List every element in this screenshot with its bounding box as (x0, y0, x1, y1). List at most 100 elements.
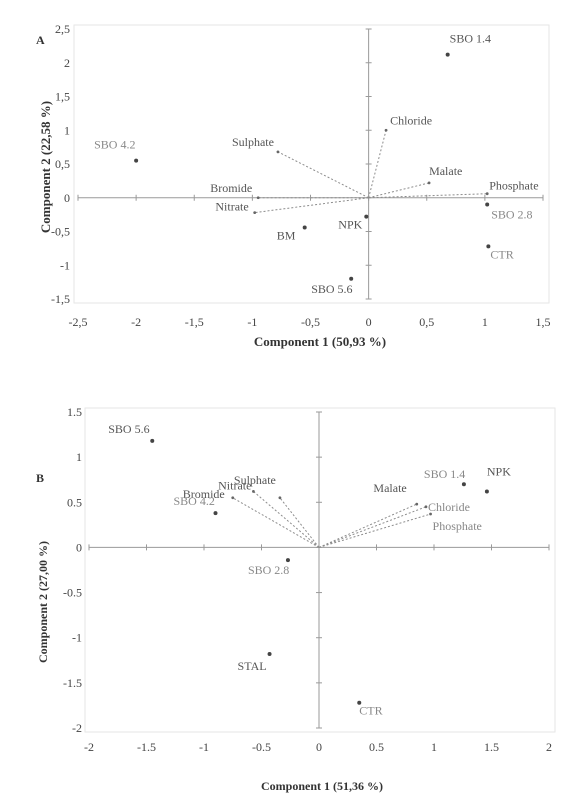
point-label-ctr-b: CTR (359, 704, 382, 718)
vector-phosphate-a (368, 193, 488, 199)
vector-tip-nitrate-a (253, 211, 257, 215)
point-sbo-1-4-b (461, 482, 466, 487)
y-tick-label-b: 1.5 (67, 405, 82, 419)
x-tick-label-a: -0,5 (301, 315, 320, 329)
point-sbo-4-2-b (213, 511, 218, 516)
vector-phosphate-b (318, 513, 431, 548)
x-tick-label-a: -1,5 (185, 315, 204, 329)
vector-tip-phosphate-b (429, 512, 432, 516)
vector-label-bromide-a: Bromide (210, 181, 252, 195)
vector-label-malate-a: Malate (429, 164, 462, 178)
x-tick-label-b: 0 (316, 740, 322, 754)
vector-tip-chloride-a (384, 128, 388, 132)
x-tick-label-b: 1 (431, 740, 437, 754)
x-tick-label-a: 1,5 (536, 315, 551, 329)
vector-tip-sulphate-b (278, 496, 282, 500)
vector-sulphate-b (279, 497, 320, 548)
point-label-sbo-4-2-a: SBO 4.2 (94, 138, 135, 152)
x-tick-label-a: 0 (366, 315, 372, 329)
x-tick-label-b: 1.5 (484, 740, 499, 754)
x-tick-label-b: -1.5 (137, 740, 156, 754)
point-npk-a (364, 214, 369, 219)
y-tick-label-b: 1 (76, 450, 82, 464)
point-sbo-4-2-a (134, 158, 139, 163)
x-axis-title-b: Component 1 (51,36 %) (261, 779, 383, 793)
vector-tip-bromide-a (256, 196, 260, 200)
y-tick-label-a: 2,5 (55, 22, 70, 36)
vector-sulphate-a (277, 151, 369, 199)
x-tick-label-a: 1 (482, 315, 488, 329)
y-tick-label-a: 0,5 (55, 157, 70, 171)
vector-tip-phosphate-a (485, 192, 489, 196)
y-tick-label-a: 0 (64, 191, 70, 205)
chart-panel-b: B Component 1 (51,36 %) Component 2 (27,… (36, 405, 556, 793)
point-label-sbo-4-2-b: SBO 4.2 (174, 494, 215, 508)
point-label-sbo-2-8-b: SBO 2.8 (248, 563, 289, 577)
y-tick-label-b: 0 (76, 540, 82, 554)
x-tick-label-b: -0.5 (252, 740, 271, 754)
vector-tip-chloride-b (424, 505, 428, 509)
point-label-npk-b: NPK (487, 464, 511, 478)
panel-label-a: A (36, 33, 45, 47)
point-stal-b (267, 651, 272, 656)
x-tick-label-a: 0,5 (419, 315, 434, 329)
x-tick-label-a: -1 (247, 315, 257, 329)
point-label-ctr-a: CTR (490, 247, 513, 261)
vector-label-sulphate-a: Sulphate (232, 135, 274, 149)
plot-frame-b (84, 407, 556, 733)
vector-label-bromide-b: Bromide (183, 487, 225, 501)
vector-label-nitrate-a: Nitrate (215, 200, 248, 214)
point-sbo-2-8-a (485, 202, 490, 207)
chart-panel-a: A Component 1 (50,93 %) Component 2 (22,… (36, 22, 551, 349)
point-npk-b (484, 489, 489, 494)
x-tick-label-b: -2 (84, 740, 94, 754)
y-tick-label-a: -0,5 (51, 225, 70, 239)
y-tick-label-a: 1,5 (55, 90, 70, 104)
x-tick-label-a: -2 (131, 315, 141, 329)
vector-tip-malate-b (415, 502, 419, 506)
point-label-sbo-1-4-a: SBO 1.4 (450, 32, 491, 46)
point-label-sbo-1-4-b: SBO 1.4 (424, 467, 465, 481)
x-tick-label-a: -2,5 (69, 315, 88, 329)
y-tick-label-b: 0.5 (67, 495, 82, 509)
point-label-stal-b: STAL (238, 659, 267, 673)
plot-frame-a (73, 24, 550, 304)
panel-label-b: B (36, 471, 44, 485)
vector-tip-malate-a (427, 181, 431, 185)
y-tick-label-b: -0.5 (63, 586, 82, 600)
point-label-sbo-5-6-a: SBO 5.6 (311, 282, 352, 296)
vector-tip-nitrate-b (252, 490, 255, 493)
vector-malate-b (318, 503, 417, 548)
vector-label-chloride-b: Chloride (428, 500, 470, 514)
x-tick-label-b: 0.5 (369, 740, 384, 754)
point-sbo-5-6-b (150, 438, 155, 443)
x-tick-label-b: -1 (199, 740, 209, 754)
vector-nitrate-b (253, 491, 320, 548)
vector-label-nitrate-b: Nitrate (218, 478, 251, 492)
y-tick-label-a: -1,5 (51, 292, 70, 306)
y-tick-label-b: -1 (72, 631, 82, 645)
vector-malate-a (368, 182, 430, 199)
point-label-bm-a: BM (277, 228, 296, 242)
vector-label-chloride-a: Chloride (390, 113, 432, 127)
point-ctr-a (486, 244, 491, 249)
point-label-sbo-5-6-b: SBO 5.6 (108, 422, 149, 436)
y-tick-label-a: 2 (64, 56, 70, 70)
vector-bromide-b (232, 497, 320, 548)
point-sbo-1-4-a (445, 52, 450, 57)
vector-label-phosphate-a: Phosphate (489, 179, 538, 193)
vector-tip-bromide-b (231, 496, 235, 500)
y-tick-label-a: 1 (64, 123, 70, 137)
point-label-npk-a: NPK (338, 218, 362, 232)
vector-label-phosphate-b: Phosphate (433, 519, 482, 533)
vector-tip-sulphate-a (276, 150, 280, 154)
y-axis-title-b: Component 2 (27,00 %) (36, 541, 50, 663)
point-bm-a (302, 225, 307, 230)
point-sbo-5-6-a (349, 276, 354, 281)
y-axis-title-a: Component 2 (22,58 %) (38, 101, 53, 233)
vector-nitrate-a (254, 197, 369, 214)
vector-label-sulphate-b: Sulphate (234, 473, 276, 487)
point-ctr-b (357, 700, 362, 705)
x-tick-label-b: 2 (546, 740, 552, 754)
y-tick-label-a: -1 (60, 258, 70, 272)
